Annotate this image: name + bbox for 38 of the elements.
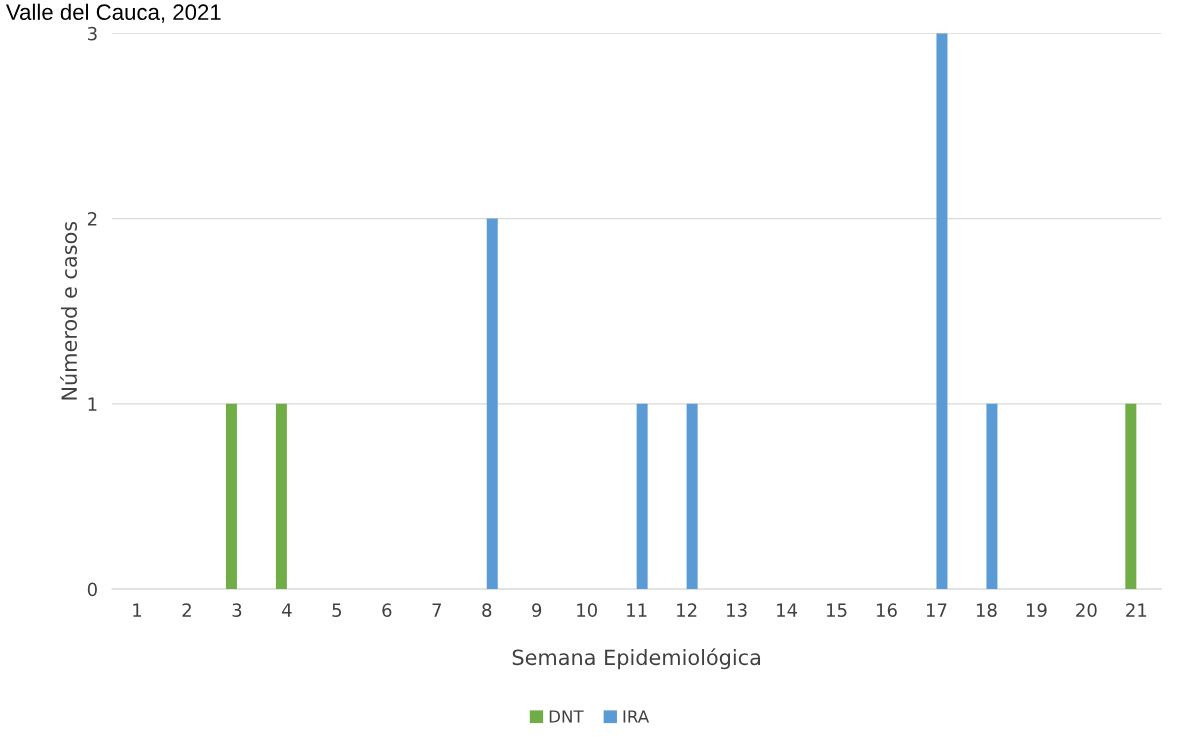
chart-title: Valle del Cauca, 2021 — [5, 3, 221, 23]
x-tick-label: 7 — [432, 603, 441, 617]
y-tick-label: 0 — [87, 582, 97, 597]
x-tick-label: 20 — [1076, 603, 1097, 617]
bar — [1125, 403, 1137, 590]
x-tick-label: 17 — [926, 603, 947, 617]
bar — [225, 403, 237, 590]
y-tick-label: 1 — [88, 397, 97, 411]
bar — [686, 403, 698, 590]
x-axis-title: Semana Epidemiológica — [512, 648, 761, 670]
x-tick-label: 5 — [332, 603, 342, 617]
bar — [275, 403, 287, 590]
x-tick-label: 19 — [1026, 603, 1047, 617]
x-tick-label: 6 — [382, 603, 392, 617]
x-tick-label: 13 — [727, 603, 747, 617]
x-tick-label: 15 — [827, 603, 847, 617]
x-tick-label: 18 — [976, 603, 997, 617]
x-tick-label: 9 — [532, 603, 542, 617]
legend-label: DNT — [549, 710, 584, 723]
x-tick-label: 14 — [777, 603, 798, 617]
x-tick-label: 3 — [232, 603, 242, 617]
x-tick-label: 2 — [182, 603, 191, 617]
y-axis-title: Númerod e casos — [60, 221, 78, 400]
x-tick-label: 12 — [677, 603, 697, 617]
y-tick-label: 3 — [88, 26, 97, 41]
bar — [636, 403, 648, 590]
bar — [486, 218, 498, 590]
legend-label: IRA — [623, 710, 650, 723]
x-tick-label: 21 — [1126, 603, 1147, 617]
x-tick-label: 8 — [482, 603, 492, 617]
x-tick-label: 4 — [282, 603, 292, 617]
x-tick-label: 11 — [627, 603, 647, 617]
y-tick-label: 2 — [87, 212, 97, 226]
bar — [986, 403, 998, 590]
x-tick-label: 16 — [876, 603, 897, 617]
bar — [936, 33, 948, 590]
x-tick-label: 10 — [577, 603, 597, 617]
x-tick-label: 1 — [133, 603, 142, 617]
